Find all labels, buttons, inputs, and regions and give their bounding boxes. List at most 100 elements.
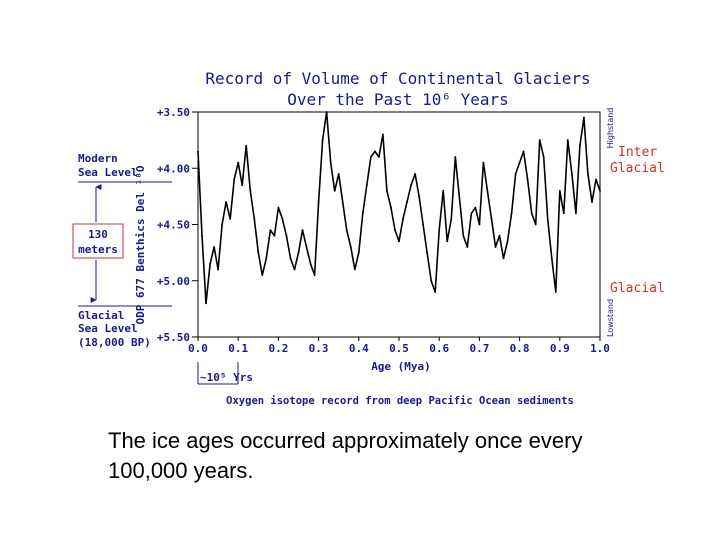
- series-point: [579, 144, 581, 147]
- series-point: [599, 189, 601, 192]
- series-point: [378, 156, 380, 158]
- series-point: [414, 173, 416, 175]
- x-tick-label: 1.0: [590, 342, 610, 355]
- series-point: [442, 189, 445, 192]
- chart-title: Record of Volume of Continental Glaciers: [205, 69, 590, 88]
- series-point: [386, 189, 388, 192]
- series-point: [361, 212, 364, 215]
- series-point: [341, 201, 344, 203]
- series-point: [571, 173, 573, 175]
- x-axis-label: Age (Mya): [371, 360, 431, 373]
- series-point: [466, 246, 469, 248]
- series-point: [542, 156, 545, 158]
- series-point: [538, 139, 541, 142]
- series-point: [261, 274, 264, 276]
- series-point: [305, 246, 308, 248]
- y-tick-label: +4.50: [157, 219, 190, 232]
- series-point: [434, 291, 437, 293]
- series-point: [370, 156, 372, 158]
- series-point: [233, 178, 236, 181]
- series-point: [558, 189, 561, 192]
- series-point: [245, 144, 248, 147]
- series-point: [462, 234, 465, 237]
- series-point: [325, 111, 328, 113]
- series-point: [317, 201, 320, 203]
- x-tick-label: 0.6: [429, 342, 449, 355]
- range-unit: meters: [78, 243, 118, 256]
- series-point: [438, 229, 441, 232]
- modern-sea-level-line2: Sea Level: [78, 166, 138, 179]
- series-point: [410, 184, 412, 187]
- series-point: [273, 234, 276, 237]
- series-point: [522, 150, 525, 153]
- glacial-sea-level-line2: Sea Level: [78, 322, 138, 335]
- series-point: [309, 263, 312, 265]
- series-point: [546, 218, 549, 220]
- series-point: [595, 178, 597, 181]
- series-point: [374, 150, 376, 153]
- series-point: [390, 206, 392, 209]
- x-tick-label: 0.4: [349, 342, 369, 355]
- series-point: [281, 218, 284, 220]
- series-point: [357, 251, 360, 254]
- series-point: [209, 263, 212, 265]
- series-point: [506, 240, 509, 243]
- x-tick-label: 0.0: [188, 342, 208, 355]
- series-point: [450, 218, 453, 220]
- series-point: [333, 189, 336, 192]
- lowstand-label: Lowstand: [606, 299, 615, 337]
- chart-subtitle: Over the Past 10⁶ Years: [287, 90, 509, 109]
- series-point: [458, 195, 461, 198]
- series-point: [494, 246, 497, 248]
- series-point: [225, 201, 228, 203]
- glacial-sea-level-line1: Glacial: [78, 309, 124, 322]
- series-point: [353, 268, 356, 271]
- series-point: [490, 218, 493, 220]
- series-point: [498, 234, 501, 237]
- series-point: [313, 274, 316, 276]
- series-point: [289, 257, 292, 260]
- series-point: [510, 212, 513, 215]
- delta18o-series-points: [197, 111, 601, 305]
- series-point: [478, 223, 481, 226]
- interglacial-label-line2: Glacial: [610, 161, 665, 176]
- series-point: [402, 218, 404, 220]
- series-point: [217, 268, 220, 271]
- highstand-label: Highstand: [606, 108, 615, 149]
- series-point: [534, 223, 537, 226]
- series-point: [530, 212, 533, 215]
- series-point: [562, 212, 565, 215]
- series-point: [454, 156, 457, 158]
- x-axis: 0.0 0.1 0.2 0.3 0.4 0.5 0.6 0.7 0.8 0.9 1.0: [188, 337, 610, 355]
- series-point: [514, 173, 517, 175]
- series-point: [365, 184, 368, 187]
- y-tick-label: +5.00: [157, 275, 190, 288]
- series-point: [382, 133, 384, 136]
- y-axis-label: ODP 677 Benthics Del ¹⁸O: [134, 165, 147, 324]
- glacial-label: Glacial: [610, 281, 665, 296]
- series-point: [349, 246, 352, 248]
- modern-sea-level-line1: Modern: [78, 152, 118, 165]
- series-point: [221, 223, 224, 226]
- series-point: [201, 234, 203, 237]
- series-point: [446, 240, 449, 243]
- y-tick-label: +5.50: [157, 331, 190, 344]
- series-point: [583, 116, 585, 119]
- series-point: [482, 161, 485, 164]
- series-point: [502, 257, 505, 260]
- series-point: [285, 234, 288, 237]
- series-point: [277, 206, 280, 209]
- series-point: [398, 240, 400, 243]
- series-point: [566, 139, 569, 142]
- series-point: [422, 223, 424, 226]
- series-point: [293, 268, 296, 271]
- x-tick-label: 0.2: [268, 342, 288, 355]
- plot-area: [197, 111, 601, 338]
- x-tick-label: 0.1: [228, 342, 248, 355]
- caption-text: The ice ages occurred approximately once…: [108, 428, 583, 483]
- y-axis: +3.50 +4.00 +4.50 +5.00 +5.50: [157, 106, 198, 344]
- series-point: [554, 291, 557, 293]
- series-point: [257, 251, 260, 254]
- series-point: [418, 195, 420, 198]
- x-tick-label: 0.3: [309, 342, 329, 355]
